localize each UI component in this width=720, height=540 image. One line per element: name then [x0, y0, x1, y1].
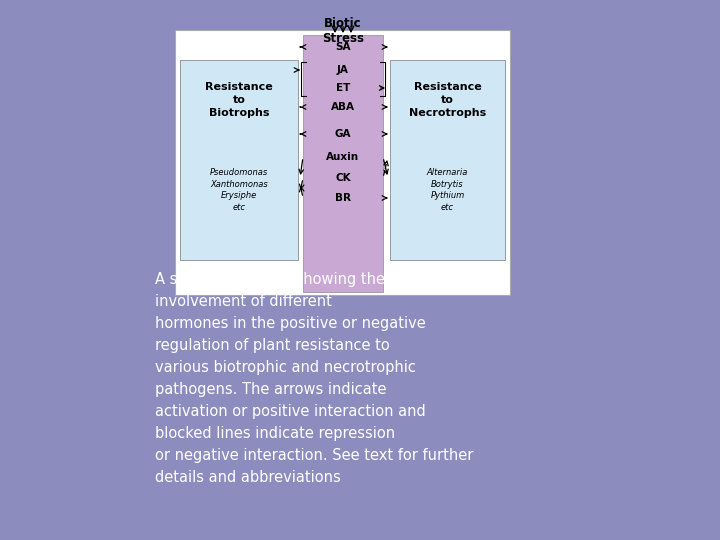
Text: details and abbreviations: details and abbreviations [155, 470, 341, 485]
Text: BR: BR [335, 193, 351, 203]
Text: various biotrophic and necrotrophic: various biotrophic and necrotrophic [155, 360, 416, 375]
Text: activation or positive interaction and: activation or positive interaction and [155, 404, 426, 419]
Text: regulation of plant resistance to: regulation of plant resistance to [155, 338, 390, 353]
Text: CK: CK [336, 173, 351, 183]
Text: Resistance
to
Necrotrophs: Resistance to Necrotrophs [409, 82, 486, 118]
Text: blocked lines indicate repression: blocked lines indicate repression [155, 426, 395, 441]
Text: Resistance
to
Biotrophs: Resistance to Biotrophs [205, 82, 273, 118]
Text: ABA: ABA [331, 102, 355, 112]
Text: ET: ET [336, 83, 350, 93]
Text: hormones in the positive or negative: hormones in the positive or negative [155, 316, 426, 331]
Text: Pseudomonas
Xanthomonas
Erysiphe
etc: Pseudomonas Xanthomonas Erysiphe etc [210, 168, 268, 212]
Text: A simplified model showing the: A simplified model showing the [155, 272, 385, 287]
Text: involvement of different: involvement of different [155, 294, 332, 309]
Text: or negative interaction. See text for further: or negative interaction. See text for fu… [155, 448, 473, 463]
Text: Auxin: Auxin [326, 152, 359, 162]
Text: JA: JA [337, 65, 349, 75]
Bar [390, 60, 505, 260]
Bar [303, 35, 383, 292]
Bar [175, 30, 510, 295]
Text: GA: GA [335, 129, 351, 139]
Text: pathogens. The arrows indicate: pathogens. The arrows indicate [155, 382, 387, 397]
Text: Alternaria
Botrytis
Pythium
etc: Alternaria Botrytis Pythium etc [427, 168, 468, 212]
Text: SA: SA [336, 42, 351, 52]
Text: Biotic
Stress: Biotic Stress [322, 17, 364, 45]
Bar [180, 60, 298, 260]
